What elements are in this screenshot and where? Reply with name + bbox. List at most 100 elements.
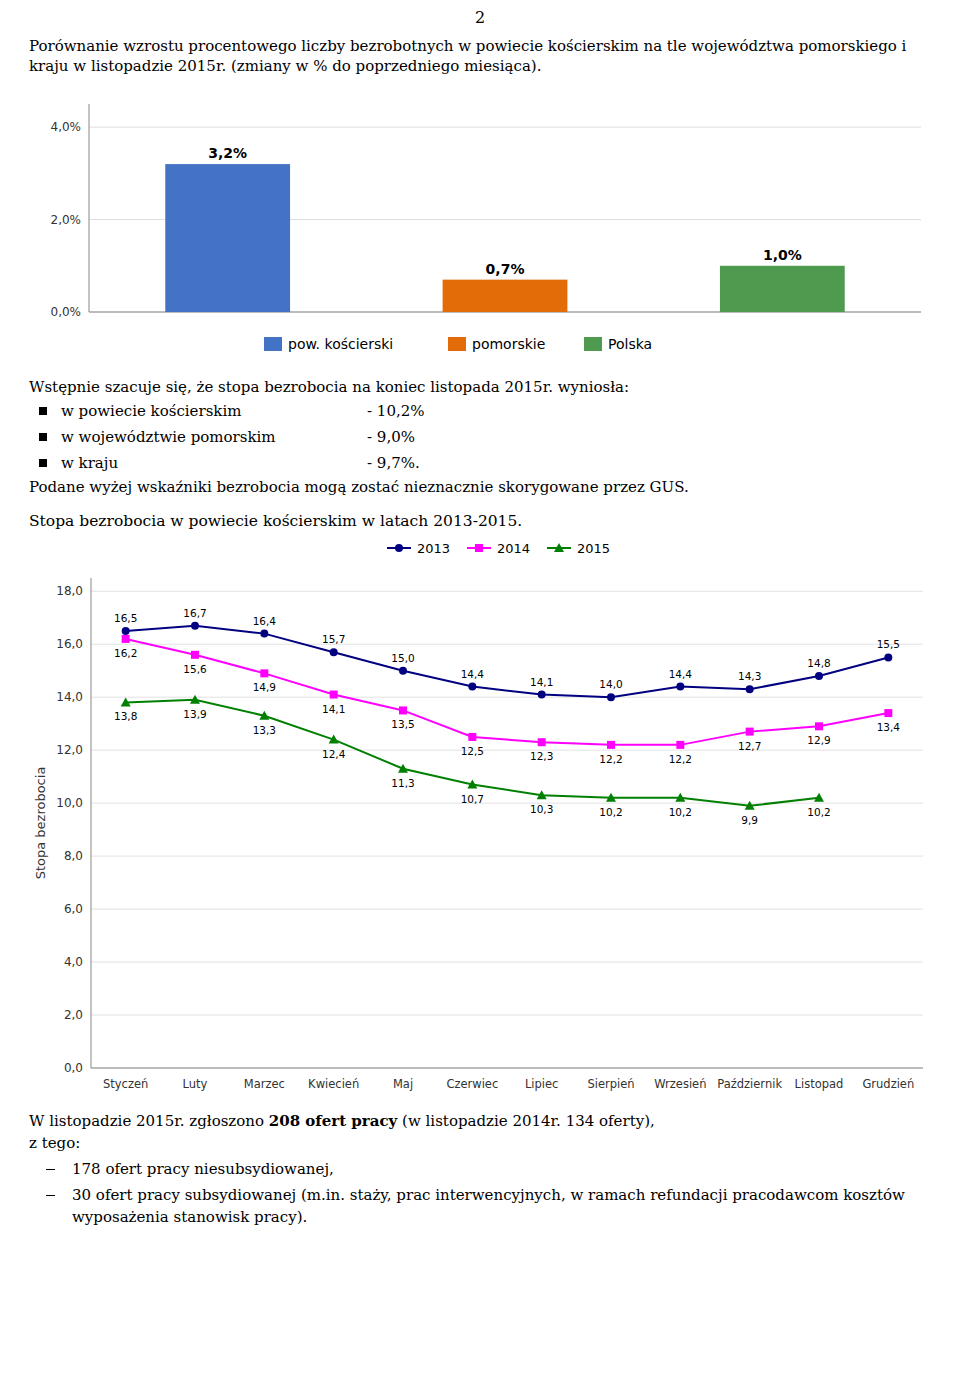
grid-line: [91, 591, 923, 592]
grid-line: [91, 962, 923, 963]
legend-label: pomorskie: [472, 336, 545, 352]
data-label: 13,4: [877, 721, 901, 733]
y-tick-label: 2,0: [64, 1008, 83, 1022]
bars: [165, 164, 844, 312]
y-tick-label: 14,0: [56, 690, 83, 704]
data-label: 12,5: [461, 745, 484, 757]
y-tick-label: 18,0: [56, 584, 83, 598]
marker: [746, 728, 754, 736]
x-tick-label: Marzec: [244, 1077, 285, 1091]
bar: [443, 280, 568, 312]
data-label: 14,1: [530, 676, 553, 688]
legend-swatch: [448, 337, 466, 351]
bullet-dash: [46, 1169, 55, 1170]
marker: [122, 627, 130, 635]
marker: [814, 793, 824, 802]
y-axis-label: Stopa bezrobocia: [33, 767, 48, 880]
data-label: 10,2: [807, 806, 830, 818]
line: [126, 700, 819, 806]
grid-line: [91, 856, 923, 857]
data-label: 14,0: [599, 678, 622, 690]
legend-label: 2014: [497, 541, 530, 556]
paragraph-part: 208 ofert pracy: [269, 1112, 398, 1130]
grid-line: [91, 909, 923, 910]
y-tick-label: 0,0: [64, 1061, 83, 1075]
data-label: 12,3: [530, 750, 553, 762]
bullet-row: 178 ofert pracy niesubsydiowanej,: [29, 1158, 931, 1180]
y-tick-label: 0,0%: [51, 305, 82, 319]
bullet-row: w powiecie kościerskim- 10,2%: [29, 398, 931, 424]
data-label: 12,7: [738, 740, 761, 752]
chart-title: Stopa bezrobocia w powiecie kościerskim …: [29, 512, 931, 530]
marker: [468, 733, 476, 741]
legend-swatch: [264, 337, 282, 351]
marker: [329, 735, 339, 744]
data-label: 9,9: [741, 814, 758, 826]
data-label: 15,6: [183, 663, 207, 675]
data-label: 10,2: [669, 806, 692, 818]
marker: [330, 648, 338, 656]
legend-label: pow. kościerski: [288, 336, 393, 352]
bullet-text: 30 ofert pracy subsydiowanej (m.in. staż…: [72, 1184, 931, 1228]
data-label: 14,9: [253, 681, 276, 693]
bullet-square: [39, 433, 47, 441]
lines: [121, 622, 893, 810]
marker: [538, 738, 546, 746]
line: [126, 639, 889, 745]
marker: [467, 780, 477, 789]
marker: [884, 653, 892, 661]
legend-label: Polska: [608, 336, 652, 352]
grid-line: [91, 1015, 923, 1016]
marker: [260, 630, 268, 638]
legend-label: 2015: [577, 541, 610, 556]
x-tick-label: Sierpień: [587, 1077, 634, 1091]
y-tick-label: 2,0%: [51, 213, 82, 227]
data-label: 16,2: [114, 647, 137, 659]
marker: [190, 695, 200, 704]
data-label: 12,2: [599, 753, 622, 765]
line: [126, 626, 889, 698]
x-tick-label: Czerwiec: [446, 1077, 498, 1091]
data-label: 14,8: [807, 657, 830, 669]
marker: [815, 672, 823, 680]
data-label: 16,7: [183, 607, 206, 619]
paragraph: W listopadzie 2015r. zgłoszono 208 ofert…: [29, 1110, 931, 1132]
bullet-value: - 9,7%.: [367, 450, 420, 476]
data-label: 14,4: [461, 668, 485, 680]
x-tick-label: Styczeń: [103, 1077, 148, 1091]
bullet-square: [39, 407, 47, 415]
marker: [607, 741, 615, 749]
page-number: 2: [29, 8, 931, 32]
x-tick-label: Grudzień: [862, 1077, 914, 1091]
data-label: 10,3: [530, 803, 553, 815]
data-label: 16,4: [253, 615, 277, 627]
x-tick-label: Wrzesień: [654, 1077, 706, 1091]
bullet-row: w kraju- 9,7%.: [29, 450, 931, 476]
bullet-row: w województwie pomorskim- 9,0%: [29, 424, 931, 450]
data-label: 16,5: [114, 612, 137, 624]
legend-marker: [475, 544, 483, 552]
data-label: 13,3: [253, 724, 276, 736]
paragraph: Podane wyżej wskaźniki bezrobocia mogą z…: [29, 476, 931, 498]
y-axis-line: [89, 104, 90, 312]
data-label: 14,1: [322, 703, 345, 715]
data-label: 12,2: [669, 753, 692, 765]
legend-swatch: [584, 337, 602, 351]
bullet-text: w kraju: [61, 450, 367, 476]
bullet-text: 178 ofert pracy niesubsydiowanej,: [72, 1158, 334, 1180]
marker: [260, 669, 268, 677]
marker: [745, 801, 755, 810]
y-tick-label: 16,0: [56, 637, 83, 651]
legend-label: 2013: [417, 541, 450, 556]
marker: [398, 764, 408, 773]
x-tick-label: Październik: [717, 1077, 782, 1091]
marker: [884, 709, 892, 717]
marker: [399, 706, 407, 714]
data-label: 15,0: [391, 652, 414, 664]
marker: [675, 793, 685, 802]
marker: [607, 693, 615, 701]
data-label: 3,2%: [208, 145, 247, 161]
data-label: 12,9: [807, 734, 830, 746]
bullet-value: - 10,2%: [367, 398, 425, 424]
marker: [676, 741, 684, 749]
